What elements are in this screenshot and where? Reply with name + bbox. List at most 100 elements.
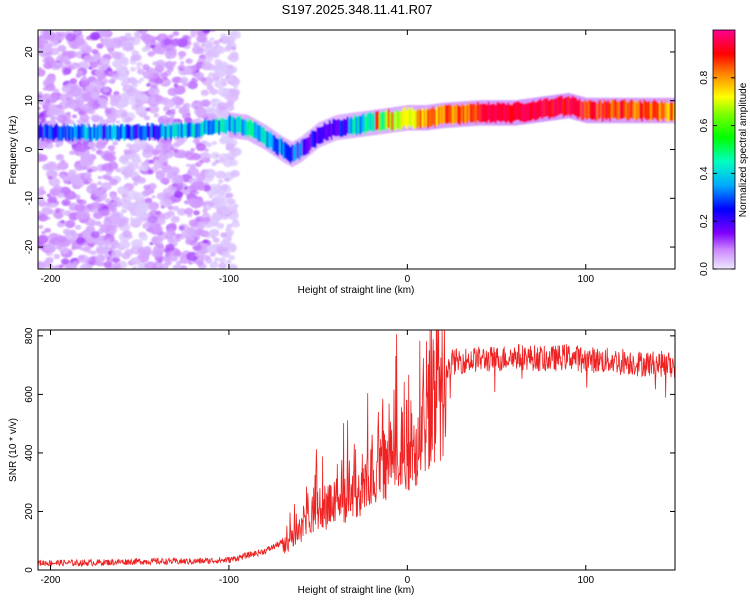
spectrogram-ridge-cell (594, 102, 597, 121)
spectrogram-ridge-cell (425, 107, 428, 127)
spectrogram-noise-cell (154, 94, 164, 102)
spectrogram-x-tick-label: 100 (577, 274, 594, 285)
spectrogram-noise-cell (70, 62, 80, 70)
spectrogram-noise-cell (180, 77, 189, 84)
spectrogram-noise-cell (38, 42, 45, 49)
snr-x-tick-label: 0 (405, 575, 411, 586)
spectrogram-noise-cell (192, 42, 200, 48)
spectrogram-noise-cell (209, 251, 216, 257)
spectrogram-noise-cell (156, 217, 166, 225)
spectrogram-ridge-cell (179, 122, 181, 138)
spectrogram-ridge-cell (505, 104, 508, 124)
spectrogram-ridge-cell (89, 127, 92, 142)
spectrogram-noise-cell (103, 38, 115, 49)
spectrogram-noise-cell (144, 188, 153, 195)
spectrogram-noise-cell (62, 68, 72, 75)
spectrogram-noise-cell (226, 64, 234, 70)
spectrogram-noise-cell (118, 240, 131, 250)
spectrogram-noise-cell (99, 58, 111, 66)
spectrogram-noise-cell (225, 44, 233, 51)
spectrogram-noise-cell (137, 263, 146, 269)
spectrogram-noise-cell (211, 161, 217, 167)
spectrogram-ridge-cell (316, 127, 319, 144)
spectrogram-noise-cell (226, 223, 233, 229)
spectrogram-noise-cell (38, 140, 46, 148)
spectrogram-ridge-cell (334, 119, 337, 137)
spectrogram-ridge-cell (642, 99, 645, 118)
spectrogram-ridge-cell (129, 125, 131, 140)
spectrogram-noise-cell (86, 168, 93, 173)
spectrogram-ridge-cell (273, 135, 276, 152)
spectrogram-noise-cell (117, 186, 129, 195)
spectrogram-noise-cell (87, 249, 92, 254)
spectrogram-ridge-cell (441, 105, 444, 125)
spectrogram-noise-cell (93, 221, 99, 226)
spectrogram-ridge-cell (200, 122, 203, 137)
spectrogram-ridge-cell (487, 101, 490, 121)
spectrogram-ridge-cell (66, 124, 69, 139)
spectrogram-noise-cell (196, 260, 204, 267)
spectrogram-x-tick-label: -200 (40, 274, 60, 285)
spectrogram-ridge-cell (598, 100, 601, 119)
spectrogram-noise-cell (58, 223, 62, 227)
spectrogram-ridge-cell (671, 102, 674, 121)
spectrogram-noise-cell (100, 182, 112, 191)
spectrogram-noise-cell (74, 203, 86, 212)
spectrogram-ridge-cell (353, 114, 356, 134)
spectrogram-ridge-cell (498, 102, 501, 122)
spectrogram-noise-cell (120, 216, 129, 224)
spectrogram-noise-cell (131, 50, 140, 57)
spectrogram-noise-cell (38, 67, 43, 72)
spectrogram-ridge-cell (569, 98, 572, 117)
spectrogram-ridge-cell (303, 138, 306, 156)
spectrogram-noise-cell (138, 143, 147, 150)
spectrogram-ridge-cell (282, 141, 285, 159)
spectrogram-ridge-cell (102, 125, 105, 140)
colorbar-tick-label: 0.2 (699, 214, 710, 228)
spectrogram-ridge-cell (646, 102, 649, 121)
spectrogram-noise-cell (168, 222, 177, 229)
spectrogram-noise-cell (188, 219, 199, 227)
spectrogram-noise-cell (57, 161, 69, 170)
spectrogram-noise-cell (168, 34, 174, 39)
spectrogram-noise-cell (202, 40, 214, 49)
spectrogram-noise-cell (172, 61, 177, 65)
spectrogram-ridge-cell (223, 118, 226, 134)
spectrogram-ridge-cell (312, 130, 315, 148)
spectrogram-noise-cell (108, 79, 114, 84)
spectrogram-noise-cell (155, 210, 162, 215)
spectrogram-ridge-cell (59, 126, 62, 142)
spectrogram-noise-cell (123, 205, 129, 209)
spectrogram-noise-cell (230, 199, 235, 204)
spectrogram-ridge-cell (105, 126, 108, 141)
spectrogram-ridge-cell (227, 116, 229, 131)
spectrogram-noise-cell (225, 227, 232, 233)
spectrogram-noise-cell (145, 197, 153, 204)
spectrogram-noise-cell (97, 175, 103, 180)
spectrogram-y-tick-label: 0 (24, 146, 35, 152)
spectrogram-noise-cell (49, 187, 61, 197)
colorbar-ticks: 0.0 0.2 0.4 0.6 0.8 (699, 70, 735, 276)
spectrogram-noise-cell (136, 202, 149, 211)
spectrogram-noise-cell (79, 159, 89, 166)
spectrogram-noise-cell (209, 262, 219, 269)
spectrogram-noise-cell (61, 85, 72, 93)
spectrogram-ridge-cell (196, 122, 199, 138)
spectrogram-ridge-cell (637, 100, 640, 119)
spectrogram-ridge-cell (305, 137, 308, 155)
spectrogram-noise-cell (63, 60, 72, 66)
spectrogram-ridge-cell (86, 127, 89, 142)
spectrogram-ridge-cell (617, 101, 620, 121)
spectrogram-ridge-cell (248, 118, 251, 136)
spectrogram-ridge-cell (225, 119, 228, 134)
spectrogram-noise-cell (167, 205, 174, 211)
spectrogram-noise-cell (115, 168, 121, 173)
spectrogram-noise-cell (193, 210, 200, 216)
spectrogram-noise-cell (99, 38, 105, 42)
spectrogram-noise-cell (90, 231, 100, 239)
spectrogram-ridge-cell (514, 102, 517, 121)
spectrogram-noise-cell (165, 44, 175, 52)
spectrogram-noise-cell (159, 198, 172, 208)
spectrogram-ridge-cell (143, 125, 146, 141)
spectrogram-noise-cell (216, 222, 225, 229)
